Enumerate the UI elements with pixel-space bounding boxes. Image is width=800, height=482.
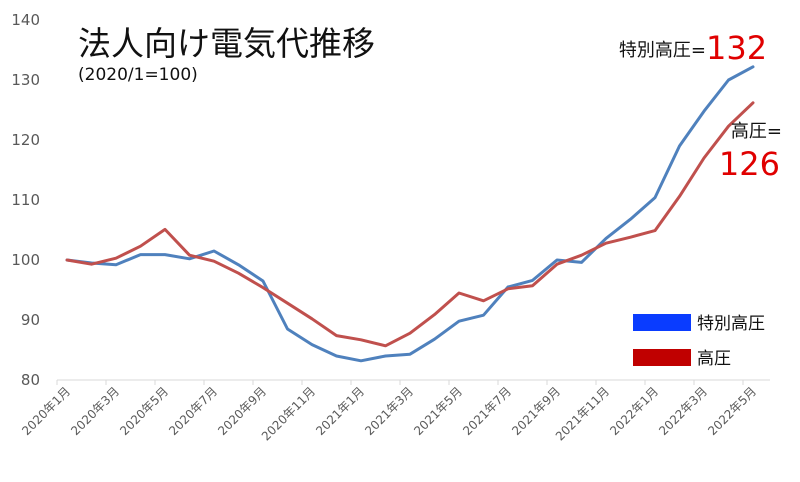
chart-title: 法人向け電気代推移 (78, 24, 375, 63)
y-tick-label: 90 (21, 311, 40, 329)
text-layer: 法人向け電気代推移 (2020/1=100) 特別高圧= 132 高圧= 126 (78, 24, 782, 183)
y-tick-label: 110 (11, 191, 40, 209)
y-tick-label: 80 (21, 371, 40, 389)
chart-subtitle: (2020/1=100) (78, 65, 198, 85)
annotation-value-koatsu: 126 (719, 145, 780, 183)
series-line-1 (65, 101, 755, 348)
legend-label-koatsu: 高圧 (697, 349, 731, 369)
y-tick-label: 100 (11, 251, 40, 269)
y-tick-label: 130 (11, 71, 40, 89)
y-tick-label: 140 (11, 11, 40, 29)
legend-swatch-koatsu (633, 349, 691, 366)
annotation-value-tokubetsu-koatsu: 132 (706, 29, 767, 67)
series-layer (65, 65, 755, 363)
annotation-label-tokubetsu-koatsu: 特別高圧= (619, 40, 706, 61)
legend: 特別高圧 高圧 (633, 314, 765, 369)
legend-swatch-tokubetsu-koatsu (633, 314, 691, 331)
series-line-0 (65, 65, 755, 363)
annotation-label-koatsu: 高圧= (731, 121, 782, 142)
legend-label-tokubetsu-koatsu: 特別高圧 (697, 314, 765, 334)
y-tick-label: 120 (11, 131, 40, 149)
